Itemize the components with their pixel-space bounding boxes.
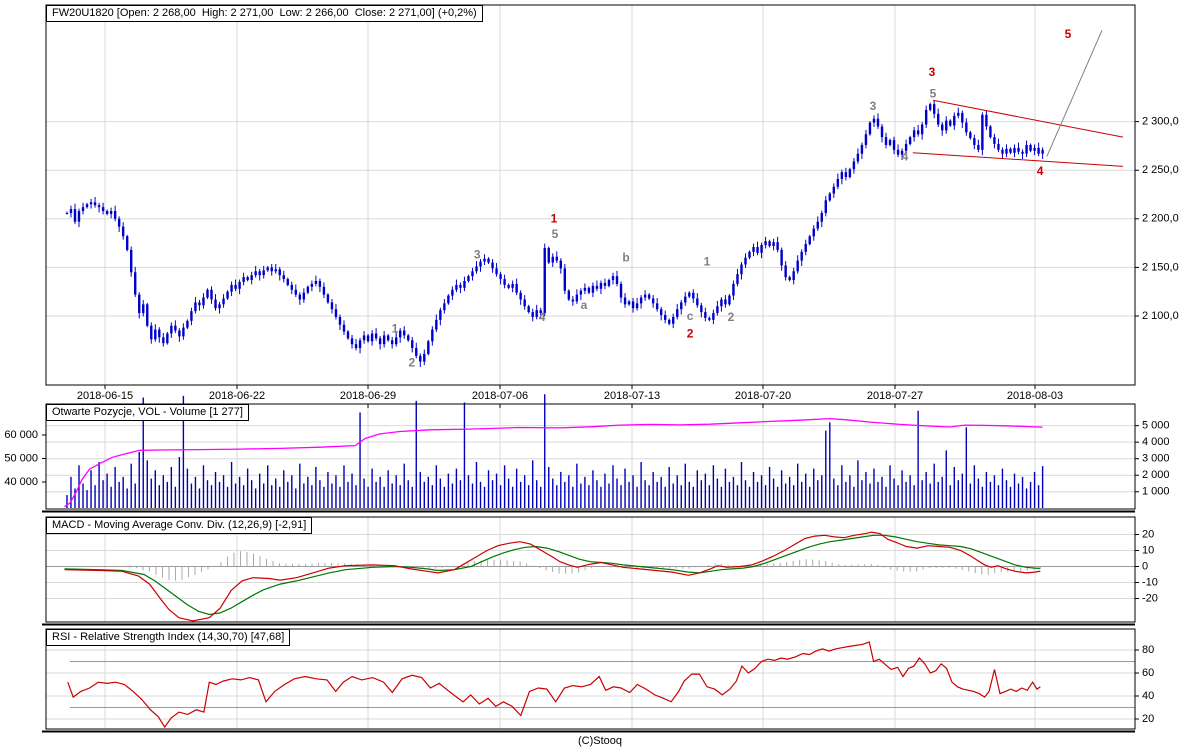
svg-text:2 300,0: 2 300,0	[1142, 116, 1179, 128]
svg-text:3 000: 3 000	[1142, 453, 1170, 465]
svg-text:20: 20	[1142, 713, 1154, 725]
trendlines	[912, 30, 1124, 167]
svg-text:2: 2	[728, 310, 735, 324]
rsi-line	[67, 641, 1041, 729]
svg-text:2 250,0: 2 250,0	[1142, 164, 1179, 176]
rsi-panel-title: RSI - Relative Strength Index (14,30,70)…	[46, 629, 291, 646]
svg-text:5: 5	[1065, 27, 1072, 41]
svg-text:60 000: 60 000	[4, 429, 38, 441]
macd-histogram	[64, 551, 1041, 581]
svg-text:2018-07-20: 2018-07-20	[735, 390, 791, 402]
svg-text:c: c	[687, 309, 694, 323]
svg-text:2018-06-15: 2018-06-15	[77, 390, 133, 402]
svg-text:-20: -20	[1142, 592, 1158, 604]
gridlines	[46, 5, 1135, 729]
svg-text:2 200,0: 2 200,0	[1142, 213, 1179, 225]
svg-text:2018-07-13: 2018-07-13	[604, 390, 660, 402]
svg-text:3: 3	[870, 99, 877, 113]
svg-text:40 000: 40 000	[4, 476, 38, 488]
svg-text:3: 3	[474, 248, 481, 262]
svg-text:2018-08-03: 2018-08-03	[1007, 390, 1063, 402]
svg-text:a: a	[581, 298, 588, 312]
price-panel-title: FW20U1820 [Open: 2 268,00 High: 2 271,00…	[46, 5, 483, 22]
svg-text:2018-06-22: 2018-06-22	[209, 390, 265, 402]
svg-text:5: 5	[552, 227, 559, 241]
svg-text:2018-07-27: 2018-07-27	[867, 390, 923, 402]
macd-signal-line	[64, 534, 1041, 616]
svg-text:5 000: 5 000	[1142, 420, 1170, 432]
svg-text:1: 1	[392, 322, 399, 336]
svg-text:3: 3	[929, 65, 936, 79]
svg-text:20: 20	[1142, 528, 1154, 540]
svg-text:10: 10	[1142, 544, 1154, 556]
svg-text:2 150,0: 2 150,0	[1142, 261, 1179, 273]
svg-text:2018-06-29: 2018-06-29	[340, 390, 396, 402]
svg-text:1: 1	[704, 254, 711, 268]
panel-borders	[42, 4, 1136, 733]
svg-text:1 000: 1 000	[1142, 486, 1170, 498]
svg-text:2018-07-06: 2018-07-06	[472, 390, 528, 402]
svg-text:4: 4	[1037, 164, 1044, 178]
volume-bars	[66, 394, 1044, 508]
svg-text:50 000: 50 000	[4, 452, 38, 464]
svg-text:2: 2	[409, 356, 416, 370]
macd-panel-title: MACD - Moving Average Conv. Div. (12,26,…	[46, 517, 313, 534]
svg-text:40: 40	[1142, 690, 1154, 702]
svg-text:4: 4	[539, 310, 546, 324]
svg-text:1: 1	[551, 212, 558, 226]
open-interest-line	[64, 417, 1043, 508]
svg-text:80: 80	[1142, 644, 1154, 656]
svg-text:60: 60	[1142, 667, 1154, 679]
copyright-label: (C)Stooq	[577, 735, 623, 747]
svg-text:2 000: 2 000	[1142, 469, 1170, 481]
svg-text:4 000: 4 000	[1142, 436, 1170, 448]
svg-text:b: b	[622, 251, 629, 265]
svg-text:5: 5	[930, 86, 937, 100]
candlestick-series	[65, 100, 1044, 368]
volume-panel-title: Otwarte Pozycje, VOL - Volume [1 277]	[46, 404, 249, 421]
svg-text:2: 2	[687, 326, 694, 340]
svg-text:2 100,0: 2 100,0	[1142, 310, 1179, 322]
svg-text:0: 0	[1142, 560, 1148, 572]
macd-line	[64, 531, 1041, 622]
svg-text:-10: -10	[1142, 576, 1158, 588]
svg-text:4: 4	[902, 149, 909, 163]
axis-labels: 2 300,0 2 250,0 2 200,0 2 150,0 2 100,0 5 000…	[4, 116, 1178, 725]
